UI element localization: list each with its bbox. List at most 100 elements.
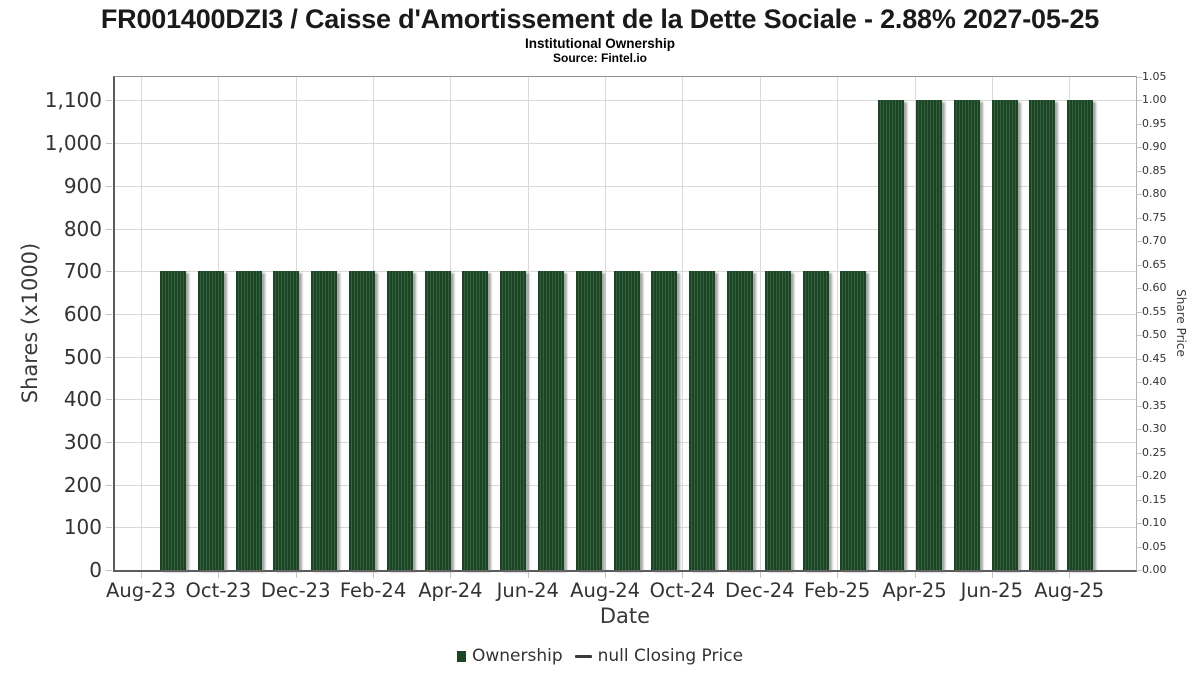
ownership-bar[interactable] [386, 271, 413, 570]
right-axis-tick-mark [1137, 523, 1142, 525]
right-axis-tick-mark [1137, 264, 1142, 266]
right-axis-tick-label: 0.10 [1142, 516, 1167, 530]
right-axis-tick-mark [1137, 123, 1142, 125]
left-axis-tick-label: 700 [63, 259, 102, 284]
chart-subtitle: Institutional Ownership [524, 36, 675, 51]
ownership-bar[interactable] [878, 100, 905, 570]
ownership-bar[interactable] [953, 100, 980, 570]
ownership-bar[interactable] [916, 100, 942, 570]
right-axis-tick-mark [1137, 358, 1142, 360]
left-axis-tick-mark [106, 484, 112, 486]
left-axis-tick-label: 200 [63, 472, 102, 497]
ownership-bar[interactable] [764, 271, 791, 570]
x-axis-tick-mark [141, 572, 142, 578]
ownership-bar[interactable] [311, 271, 338, 570]
right-axis-tick-label: 1.00 [1142, 93, 1167, 107]
x-axis-tick-label: Apr-24 [418, 579, 483, 602]
x-axis-tick-mark [605, 572, 607, 578]
ownership-bar[interactable] [689, 271, 716, 570]
x-axis-tick-label: Aug-23 [106, 579, 176, 602]
left-axis-tick-mark [106, 356, 112, 358]
x-axis-tick-mark [759, 572, 761, 578]
right-axis-tick-label: 0.00 [1142, 563, 1167, 576]
right-axis-tick-mark [1137, 217, 1142, 219]
right-axis-tick-mark [1137, 499, 1142, 501]
ownership-bar[interactable] [613, 271, 640, 570]
right-axis-tick-label: 0.20 [1142, 469, 1167, 483]
ownership-bar[interactable] [1029, 100, 1056, 570]
right-axis-tick-label: 0.75 [1142, 210, 1167, 224]
left-axis-tick-label: 300 [63, 429, 102, 454]
gridline-horizontal [115, 143, 1136, 145]
x-axis-tick-label: Dec-24 [725, 579, 795, 602]
legend-label-closing-price: null Closing Price [597, 646, 744, 666]
ownership-bar[interactable] [538, 271, 564, 570]
ownership-bar[interactable] [160, 271, 186, 570]
ownership-bar[interactable] [1067, 100, 1094, 570]
right-axis-tick-label: 0.60 [1142, 281, 1167, 295]
ownership-bar[interactable] [575, 271, 602, 570]
left-axis-tick-mark [106, 143, 112, 145]
ownership-bar[interactable] [802, 271, 829, 570]
right-axis-tick-mark [1137, 429, 1142, 431]
gridline-vertical [450, 77, 452, 570]
right-axis-tick-label: 0.15 [1142, 492, 1167, 506]
gridline-vertical [141, 77, 142, 570]
legend-item-closing-price[interactable]: null Closing Price [574, 646, 744, 666]
gridline-vertical [837, 77, 839, 570]
right-axis-tick-mark [1137, 570, 1142, 571]
x-axis-tick-label: Oct-23 [185, 579, 252, 602]
ownership-bar[interactable] [840, 271, 867, 570]
ownership-bar[interactable] [727, 271, 753, 570]
right-axis-tick-label: 0.50 [1142, 328, 1167, 342]
x-axis-tick-mark [682, 572, 684, 578]
gridline-vertical [759, 77, 761, 570]
x-axis-tick-label: Aug-25 [1034, 579, 1105, 602]
left-axis-tick-mark [106, 441, 112, 443]
left-axis-tick-label: 100 [63, 515, 102, 540]
right-axis-tick-mark [1137, 288, 1142, 290]
ownership-bar[interactable] [462, 271, 489, 570]
x-axis-tick-mark [218, 572, 220, 578]
x-axis-tick-mark [295, 572, 297, 578]
gridline-horizontal [115, 100, 1136, 102]
x-axis-tick-label: Jun-24 [496, 579, 559, 602]
legend: Ownership null Closing Price [0, 646, 1200, 666]
x-axis-tick-mark [991, 572, 993, 578]
left-axis-tick-label: 500 [63, 344, 102, 369]
x-axis-title: Date [599, 604, 651, 628]
gridline-vertical [527, 77, 529, 570]
left-axis-tick-mark [106, 271, 112, 273]
gridline-horizontal [115, 228, 1136, 230]
x-axis-tick-label: Dec-23 [260, 579, 331, 602]
x-axis-tick-label: Apr-25 [882, 579, 947, 602]
x-axis-tick-label: Aug-24 [570, 579, 641, 602]
gridline-vertical [605, 77, 607, 570]
ownership-bar[interactable] [991, 100, 1018, 570]
chart-source-credit: Source: Fintel.io [552, 51, 647, 65]
left-axis-tick-label: 0 [89, 558, 102, 582]
gridline-vertical [682, 77, 684, 570]
legend-item-ownership[interactable]: Ownership [456, 646, 563, 666]
right-axis-tick-mark [1137, 335, 1142, 337]
x-axis-tick-mark [1069, 572, 1071, 578]
left-axis-tick-mark [106, 185, 112, 187]
right-axis-tick-label: 0.55 [1142, 304, 1167, 318]
ownership-bar[interactable] [651, 271, 678, 570]
ownership-bar[interactable] [500, 271, 527, 570]
ownership-bar[interactable] [273, 271, 300, 570]
ownership-bar[interactable] [197, 271, 224, 570]
ownership-bar[interactable] [424, 271, 451, 570]
left-axis-tick-mark [106, 100, 112, 102]
right-axis-tick-mark [1137, 147, 1142, 149]
x-axis-tick-label: Jun-25 [960, 579, 1024, 602]
right-axis-tick-label: 0.85 [1142, 163, 1167, 177]
right-axis-tick-label: 1.05 [1142, 70, 1167, 83]
ownership-bar[interactable] [349, 271, 375, 570]
left-axis-tick-label: 900 [63, 173, 102, 198]
right-axis-tick-label: 0.65 [1142, 257, 1167, 271]
left-axis-tick-label: 400 [63, 387, 102, 412]
left-axis-tick-mark [106, 228, 112, 230]
right-axis-title: Share Price [1174, 289, 1188, 357]
ownership-bar[interactable] [235, 271, 262, 570]
